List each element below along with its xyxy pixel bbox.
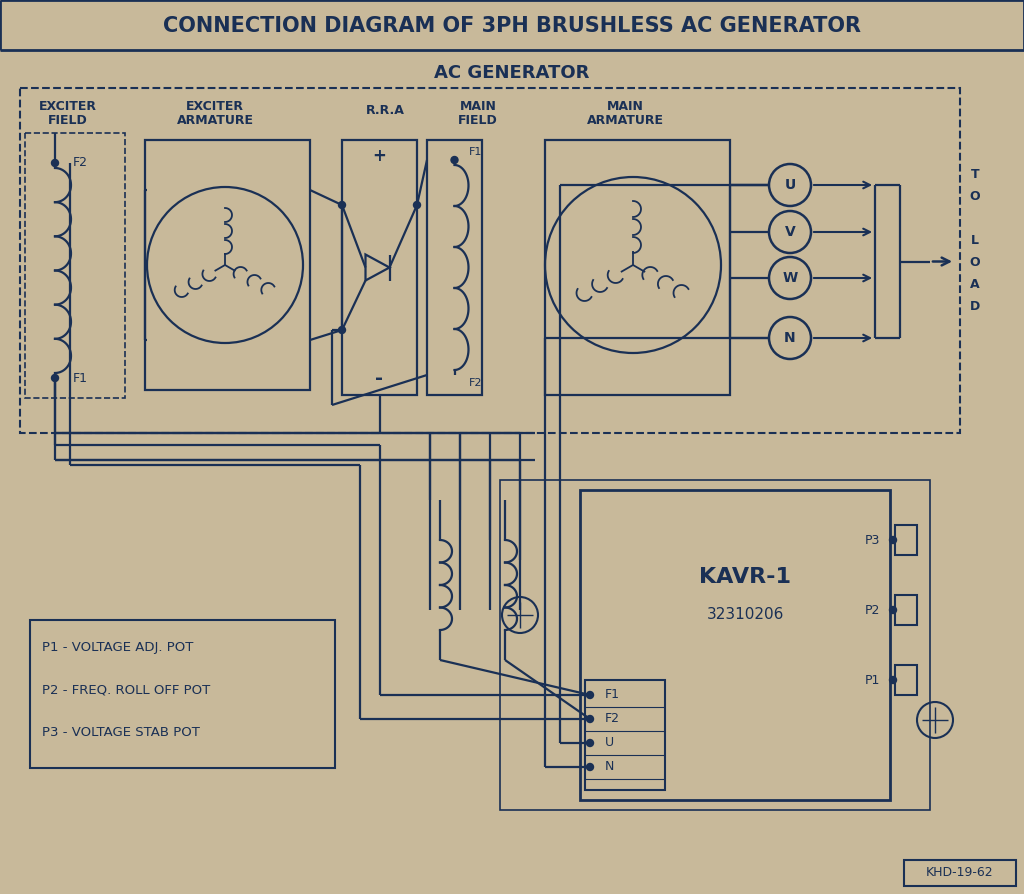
Circle shape [451, 156, 458, 164]
Text: FIELD: FIELD [458, 114, 498, 126]
Text: U: U [784, 178, 796, 192]
Text: N: N [605, 761, 614, 773]
Text: W: W [782, 271, 798, 285]
Bar [545, 140, 730, 395]
Text: T: T [971, 168, 979, 181]
Text: ARMATURE: ARMATURE [176, 114, 254, 126]
Circle shape [414, 201, 421, 208]
Text: P2: P2 [864, 603, 880, 617]
Circle shape [51, 375, 58, 382]
Text: N: N [784, 331, 796, 345]
Bar [895, 665, 918, 695]
Bar [145, 140, 310, 390]
Text: U: U [605, 737, 614, 749]
Text: F1: F1 [73, 372, 88, 384]
Text: P3: P3 [864, 534, 880, 546]
Text: -: - [376, 369, 384, 389]
Bar [580, 490, 890, 800]
Text: CONNECTION DIAGRAM OF 3PH BRUSHLESS AC GENERATOR: CONNECTION DIAGRAM OF 3PH BRUSHLESS AC G… [163, 16, 861, 36]
Bar [904, 860, 1016, 886]
Text: KHD-19-62: KHD-19-62 [926, 866, 994, 880]
Circle shape [339, 201, 345, 208]
Text: EXCITER: EXCITER [186, 100, 244, 114]
Text: KAVR-1: KAVR-1 [699, 567, 791, 586]
Bar [585, 680, 665, 790]
Bar [500, 480, 930, 810]
Text: F2: F2 [73, 156, 88, 170]
Text: A: A [970, 279, 980, 291]
Bar [342, 140, 417, 395]
Circle shape [890, 677, 896, 684]
Circle shape [587, 739, 594, 746]
Circle shape [890, 536, 896, 544]
Text: D: D [970, 300, 980, 314]
Text: MAIN: MAIN [606, 100, 643, 114]
Text: O: O [970, 190, 980, 204]
Text: +: + [373, 147, 386, 165]
Bar [20, 88, 961, 433]
Text: F1: F1 [605, 688, 620, 702]
Bar [895, 525, 918, 555]
Text: P1: P1 [864, 673, 880, 687]
Text: R.R.A: R.R.A [366, 104, 404, 116]
Circle shape [51, 159, 58, 166]
Text: AC GENERATOR: AC GENERATOR [434, 64, 590, 82]
Text: MAIN: MAIN [460, 100, 497, 114]
Text: EXCITER: EXCITER [39, 100, 97, 114]
Text: F1: F1 [469, 147, 482, 157]
Circle shape [587, 715, 594, 722]
Text: FIELD: FIELD [48, 114, 88, 126]
Bar [895, 595, 918, 625]
Text: F2: F2 [605, 713, 620, 726]
Bar [25, 133, 125, 398]
Text: ARMATURE: ARMATURE [587, 114, 664, 126]
Text: V: V [784, 225, 796, 239]
Circle shape [339, 326, 345, 333]
Text: O: O [970, 257, 980, 269]
Circle shape [890, 606, 896, 613]
Circle shape [587, 763, 594, 771]
Text: P3 - VOLTAGE STAB POT: P3 - VOLTAGE STAB POT [42, 726, 200, 738]
Text: L: L [971, 234, 979, 248]
Bar [427, 140, 482, 395]
Bar [30, 620, 335, 768]
Text: P2 - FREQ. ROLL OFF POT: P2 - FREQ. ROLL OFF POT [42, 684, 210, 696]
Circle shape [587, 691, 594, 698]
Text: F2: F2 [469, 378, 482, 388]
Text: 32310206: 32310206 [707, 607, 783, 622]
Text: P1 - VOLTAGE ADJ. POT: P1 - VOLTAGE ADJ. POT [42, 642, 194, 654]
